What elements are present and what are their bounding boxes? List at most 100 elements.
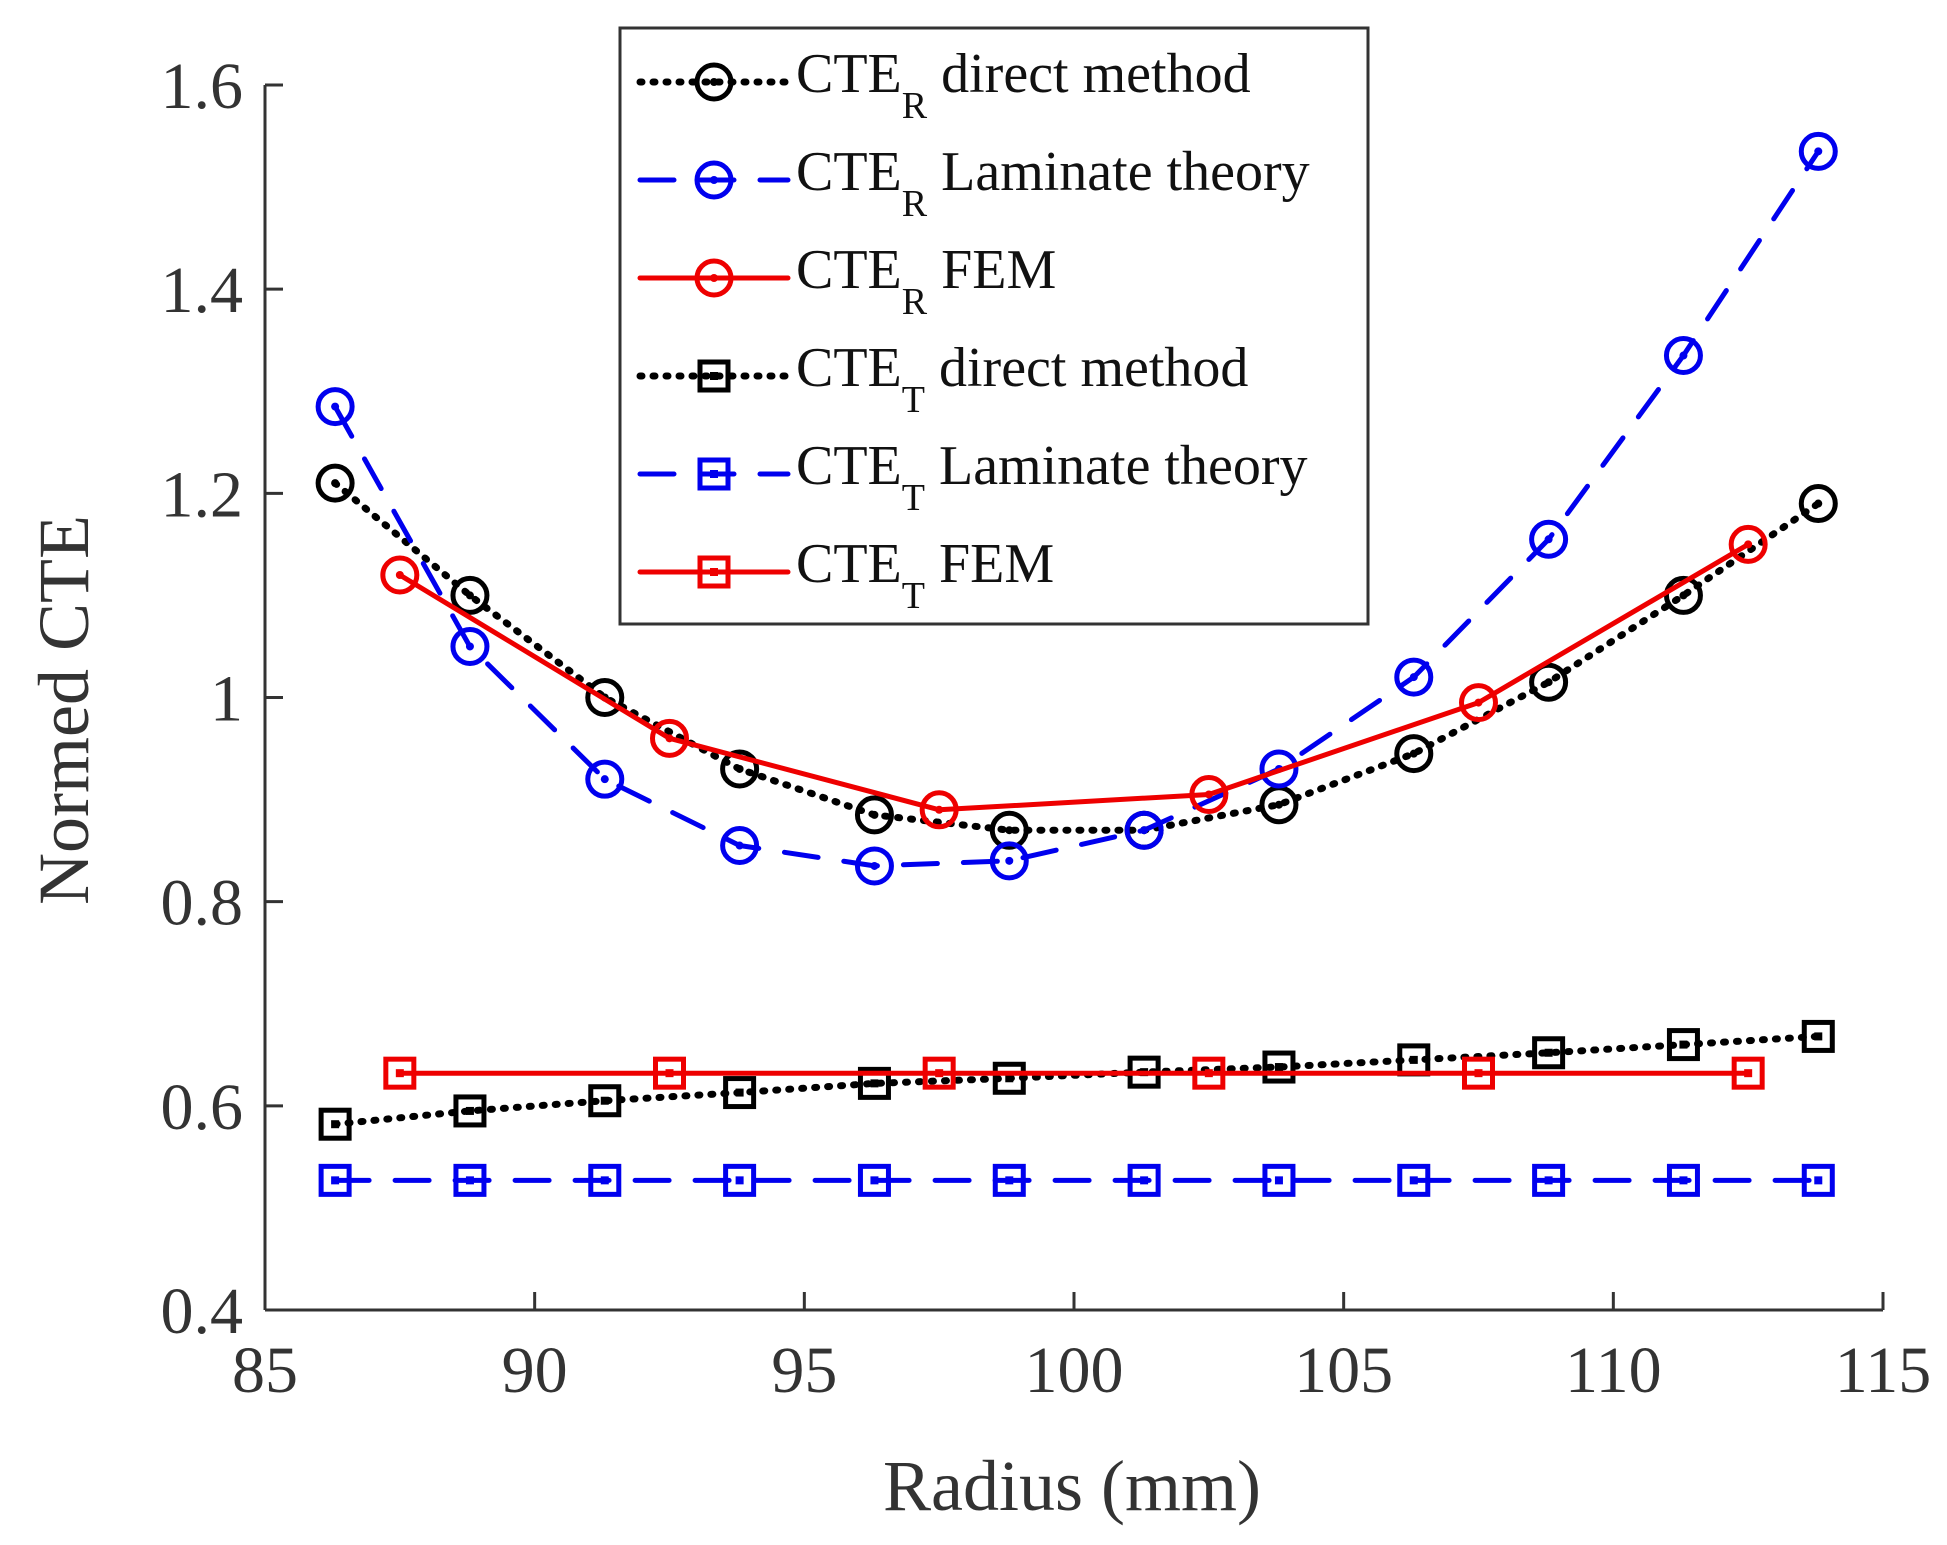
marker-ring — [694, 258, 734, 298]
marker-box — [992, 1061, 1026, 1095]
marker-dot — [1274, 1063, 1283, 1072]
series-3 — [380, 524, 1768, 830]
marker-dot — [735, 841, 744, 850]
marker-box — [922, 1056, 956, 1090]
data-point — [922, 1056, 956, 1090]
series-layer — [315, 131, 1838, 1197]
marker-dot — [465, 642, 474, 651]
data-point — [653, 1056, 686, 1090]
legend-label-subscript: T — [902, 575, 925, 617]
marker-ring — [315, 387, 355, 427]
marker-dot — [600, 1096, 609, 1105]
marker-dot — [710, 274, 718, 282]
marker-dot — [465, 1106, 474, 1115]
y-axis-label: Normed CTE — [24, 515, 104, 905]
marker-dot — [1474, 698, 1483, 707]
marker-box — [453, 1094, 487, 1128]
marker-dot — [870, 861, 879, 870]
marker-dot — [710, 78, 718, 86]
marker-ring — [1798, 484, 1838, 524]
marker-dot — [935, 1069, 944, 1078]
marker-dot — [735, 1088, 744, 1097]
data-point — [854, 846, 894, 886]
marker-box — [1801, 1019, 1835, 1053]
marker-box — [1532, 1163, 1566, 1197]
data-point — [650, 718, 689, 758]
marker-box — [318, 1107, 352, 1141]
marker-ring — [1189, 774, 1229, 814]
legend-label: CTER FEM — [796, 239, 1056, 323]
legend-item-3: CTER FEM — [637, 239, 1056, 323]
data-point — [1663, 575, 1703, 615]
marker-dot — [735, 1176, 744, 1185]
marker-dot — [331, 479, 340, 488]
legend-label-subscript: T — [902, 477, 925, 519]
marker-dot — [331, 1120, 340, 1129]
marker-box — [723, 1163, 757, 1197]
data-point — [919, 790, 959, 830]
legend-label: CTER direct method — [796, 43, 1251, 127]
marker-ring — [1663, 336, 1703, 376]
marker-ring — [1394, 657, 1434, 697]
data-point — [585, 759, 625, 799]
data-point — [992, 1163, 1026, 1197]
data-point — [1532, 1036, 1566, 1070]
marker-dot — [1005, 1176, 1014, 1185]
y-tick-label: 1.6 — [161, 50, 244, 123]
marker-ring — [1663, 575, 1703, 615]
series-line — [397, 541, 1751, 813]
marker-box — [653, 1056, 686, 1090]
marker-dot — [1544, 1048, 1553, 1057]
marker-dot — [870, 1176, 879, 1185]
legend-item-6: CTET FEM — [637, 533, 1054, 617]
legend-label-main: CTE — [796, 141, 902, 203]
marker-dot — [1005, 826, 1014, 835]
marker-dot — [710, 470, 718, 478]
data-point — [989, 841, 1029, 881]
marker-box — [1262, 1050, 1296, 1084]
marker-box — [1462, 1056, 1495, 1090]
legend-label-main: CTE — [796, 533, 902, 595]
marker-dot — [1140, 1176, 1149, 1185]
marker-box — [857, 1066, 891, 1100]
legend-label: CTET Laminate theory — [796, 435, 1308, 519]
marker-box — [1666, 1163, 1700, 1197]
series-5 — [318, 1163, 1835, 1197]
legend-marker — [697, 359, 731, 393]
marker-box — [1801, 1163, 1835, 1197]
marker-box — [383, 1056, 417, 1090]
legend-label-main: CTE — [796, 337, 902, 399]
data-point — [453, 1094, 487, 1128]
data-point — [1462, 1056, 1495, 1090]
marker-dot — [710, 176, 718, 184]
marker-ring — [1124, 810, 1164, 850]
data-point — [1728, 524, 1768, 564]
marker-box — [697, 457, 731, 491]
marker-dot — [710, 372, 718, 380]
data-point — [1666, 1028, 1700, 1062]
legend-label-main: CTE — [796, 435, 902, 497]
legend-label-subscript: T — [902, 379, 925, 421]
data-point — [450, 626, 490, 666]
marker-ring — [450, 575, 490, 615]
marker-dot — [710, 568, 718, 576]
data-point — [1397, 1163, 1431, 1197]
data-point — [588, 1163, 622, 1197]
data-point — [1529, 662, 1569, 702]
data-point — [1529, 519, 1569, 559]
data-point — [315, 387, 355, 427]
data-point — [318, 1107, 352, 1141]
data-point — [1532, 1163, 1566, 1197]
legend-item-2: CTER Laminate theory — [637, 141, 1310, 225]
data-point — [1801, 1163, 1835, 1197]
data-point — [1801, 1019, 1835, 1053]
marker-ring — [1529, 519, 1569, 559]
marker-dot — [1744, 540, 1753, 549]
marker-dot — [465, 1176, 474, 1185]
marker-ring — [854, 846, 894, 886]
marker-dot — [1814, 499, 1823, 508]
data-point — [989, 810, 1029, 850]
marker-dot — [1679, 591, 1688, 600]
marker-ring — [694, 160, 734, 200]
